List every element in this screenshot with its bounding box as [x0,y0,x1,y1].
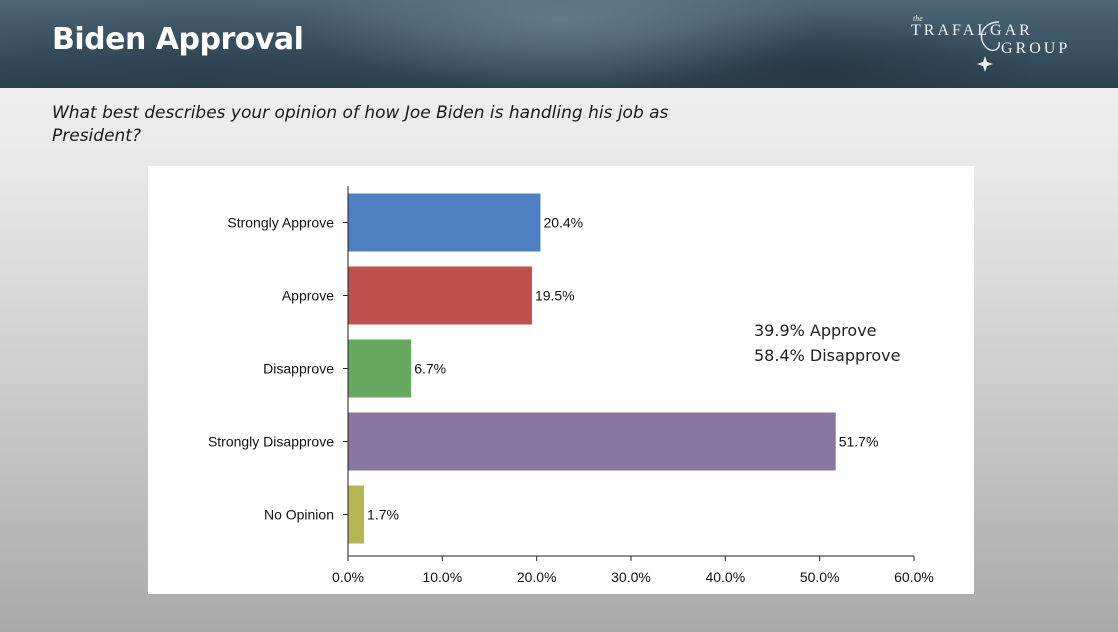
logo-line1-text: TRAFALGAR [911,22,1033,39]
category-label-2: Disapprove [263,361,334,377]
approve-total: 39.9% Approve [754,321,877,340]
x-tick-label-5: 50.0% [800,569,840,585]
chart-panel: 20.4% 19.5% 6.7% 51.7% 1.7% Strongly Approve… [148,166,974,594]
bar-0 [348,193,541,252]
category-label-4: No Opinion [264,507,334,523]
data-label-2: 6.7% [414,361,446,377]
bars-layer: 20.4% 19.5% 6.7% 51.7% 1.7% [348,193,879,544]
header-banner: Biden Approval the TRAFALGAR GROUP [0,0,1118,88]
x-tick-label-3: 30.0% [611,569,651,585]
page-title: Biden Approval [52,22,304,57]
category-label-1: Approve [282,288,334,304]
trafalgar-group-logo: the TRAFALGAR GROUP [905,14,1080,76]
x-tick-label-1: 10.0% [422,569,462,585]
axis-layer: Strongly Approve Approve Disapprove Strongl… [208,186,934,585]
bar-1 [348,266,532,325]
bar-3 [348,412,836,471]
data-label-3: 51.7% [839,434,879,450]
category-label-3: Strongly Disapprove [208,434,334,450]
bar-4 [348,485,365,544]
category-label-0: Strongly Approve [227,215,334,231]
logo-the-text: the [913,14,923,23]
approval-summary: 39.9% Approve 58.4% Disapprove [754,318,900,368]
logo-line2-text: GROUP [1001,40,1071,57]
survey-question: What best describes your opinion of how … [52,103,669,146]
data-label-4: 1.7% [367,507,399,523]
bar-2 [348,339,412,398]
bar-chart: 20.4% 19.5% 6.7% 51.7% 1.7% Strongly Approve… [208,186,934,585]
x-tick-label-4: 40.0% [705,569,745,585]
compass-star-icon [977,21,1000,72]
data-label-1: 19.5% [535,288,575,304]
x-tick-label-0: 0.0% [332,569,364,585]
data-label-0: 20.4% [543,215,583,231]
disapprove-total: 58.4% Disapprove [754,346,901,365]
x-tick-label-6: 60.0% [894,569,934,585]
x-tick-label-2: 20.0% [517,569,557,585]
